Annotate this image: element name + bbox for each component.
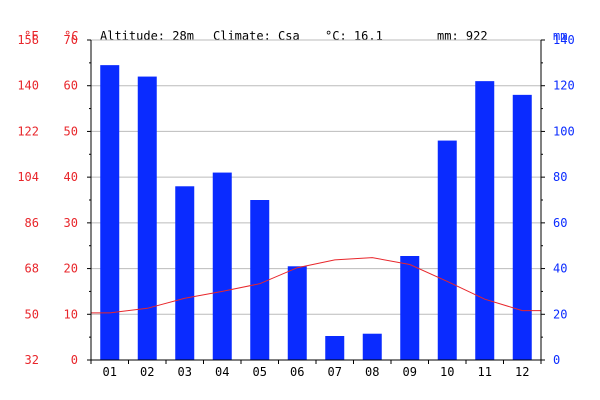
precipitation-bar: [475, 81, 495, 361]
millimeter-tick-label: 0: [553, 353, 560, 367]
precipitation-bar: [250, 200, 270, 360]
fahrenheit-tick-label: 86: [25, 216, 39, 230]
month-tick-label: 11: [478, 365, 492, 379]
altitude-label: Altitude: 28m: [100, 29, 194, 43]
fahrenheit-unit-label: °F: [24, 29, 38, 43]
millimeter-tick-label: 120: [553, 79, 575, 93]
millimeter-tick-label: 140: [553, 33, 575, 47]
month-tick-label: 12: [515, 365, 529, 379]
month-tick-label: 07: [328, 365, 342, 379]
celsius-tick-label: 0: [71, 353, 78, 367]
temperature-line: [91, 257, 541, 314]
celsius-tick-label: 10: [64, 307, 78, 321]
precipitation-bars: [100, 65, 532, 361]
annual-precipitation-label: mm: 922: [437, 29, 488, 43]
precipitation-bar: [287, 266, 307, 360]
fahrenheit-tick-label: 32: [25, 353, 39, 367]
celsius-tick-label: 20: [64, 262, 78, 276]
fahrenheit-tick-label: 140: [17, 79, 39, 93]
celsius-tick-label: 30: [64, 216, 78, 230]
month-tick-label: 02: [140, 365, 154, 379]
millimeter-tick-label: 80: [553, 170, 567, 184]
fahrenheit-tick-label: 104: [17, 170, 39, 184]
month-tick-label: 01: [103, 365, 117, 379]
precipitation-bar: [437, 140, 457, 360]
fahrenheit-tick-label: 68: [25, 262, 39, 276]
fahrenheit-tick-label: 158: [17, 33, 39, 47]
precipitation-bar: [175, 186, 195, 360]
axes: [87, 39, 545, 364]
month-tick-label: 04: [215, 365, 229, 379]
month-tick-label: 06: [290, 365, 304, 379]
fahrenheit-tick-label: 122: [17, 124, 39, 138]
climate-label: Climate: Csa: [213, 29, 300, 43]
millimeter-unit-label: mm: [553, 29, 567, 43]
celsius-tick-label: 40: [64, 170, 78, 184]
mean-temperature-label: °C: 16.1: [325, 29, 383, 43]
precipitation-bar: [400, 256, 420, 360]
millimeter-tick-label: 100: [553, 124, 575, 138]
celsius-unit-label: °C: [64, 29, 78, 43]
millimeter-tick-label: 20: [553, 307, 567, 321]
celsius-tick-label: 70: [64, 33, 78, 47]
millimeter-tick-label: 40: [553, 262, 567, 276]
month-tick-label: 08: [365, 365, 379, 379]
gridlines: [91, 39, 541, 315]
precipitation-bar: [137, 76, 157, 361]
precipitation-bar: [212, 172, 232, 360]
month-tick-label: 05: [253, 365, 267, 379]
month-tick-label: 03: [178, 365, 192, 379]
month-tick-label: 10: [440, 365, 454, 379]
precipitation-bar: [362, 333, 382, 360]
precipitation-bar: [512, 94, 532, 360]
month-tick-label: 09: [403, 365, 417, 379]
precipitation-bar: [100, 65, 120, 361]
celsius-tick-label: 50: [64, 124, 78, 138]
fahrenheit-tick-label: 50: [25, 307, 39, 321]
precipitation-bar: [325, 336, 345, 360]
millimeter-tick-label: 60: [553, 216, 567, 230]
celsius-tick-label: 60: [64, 79, 78, 93]
